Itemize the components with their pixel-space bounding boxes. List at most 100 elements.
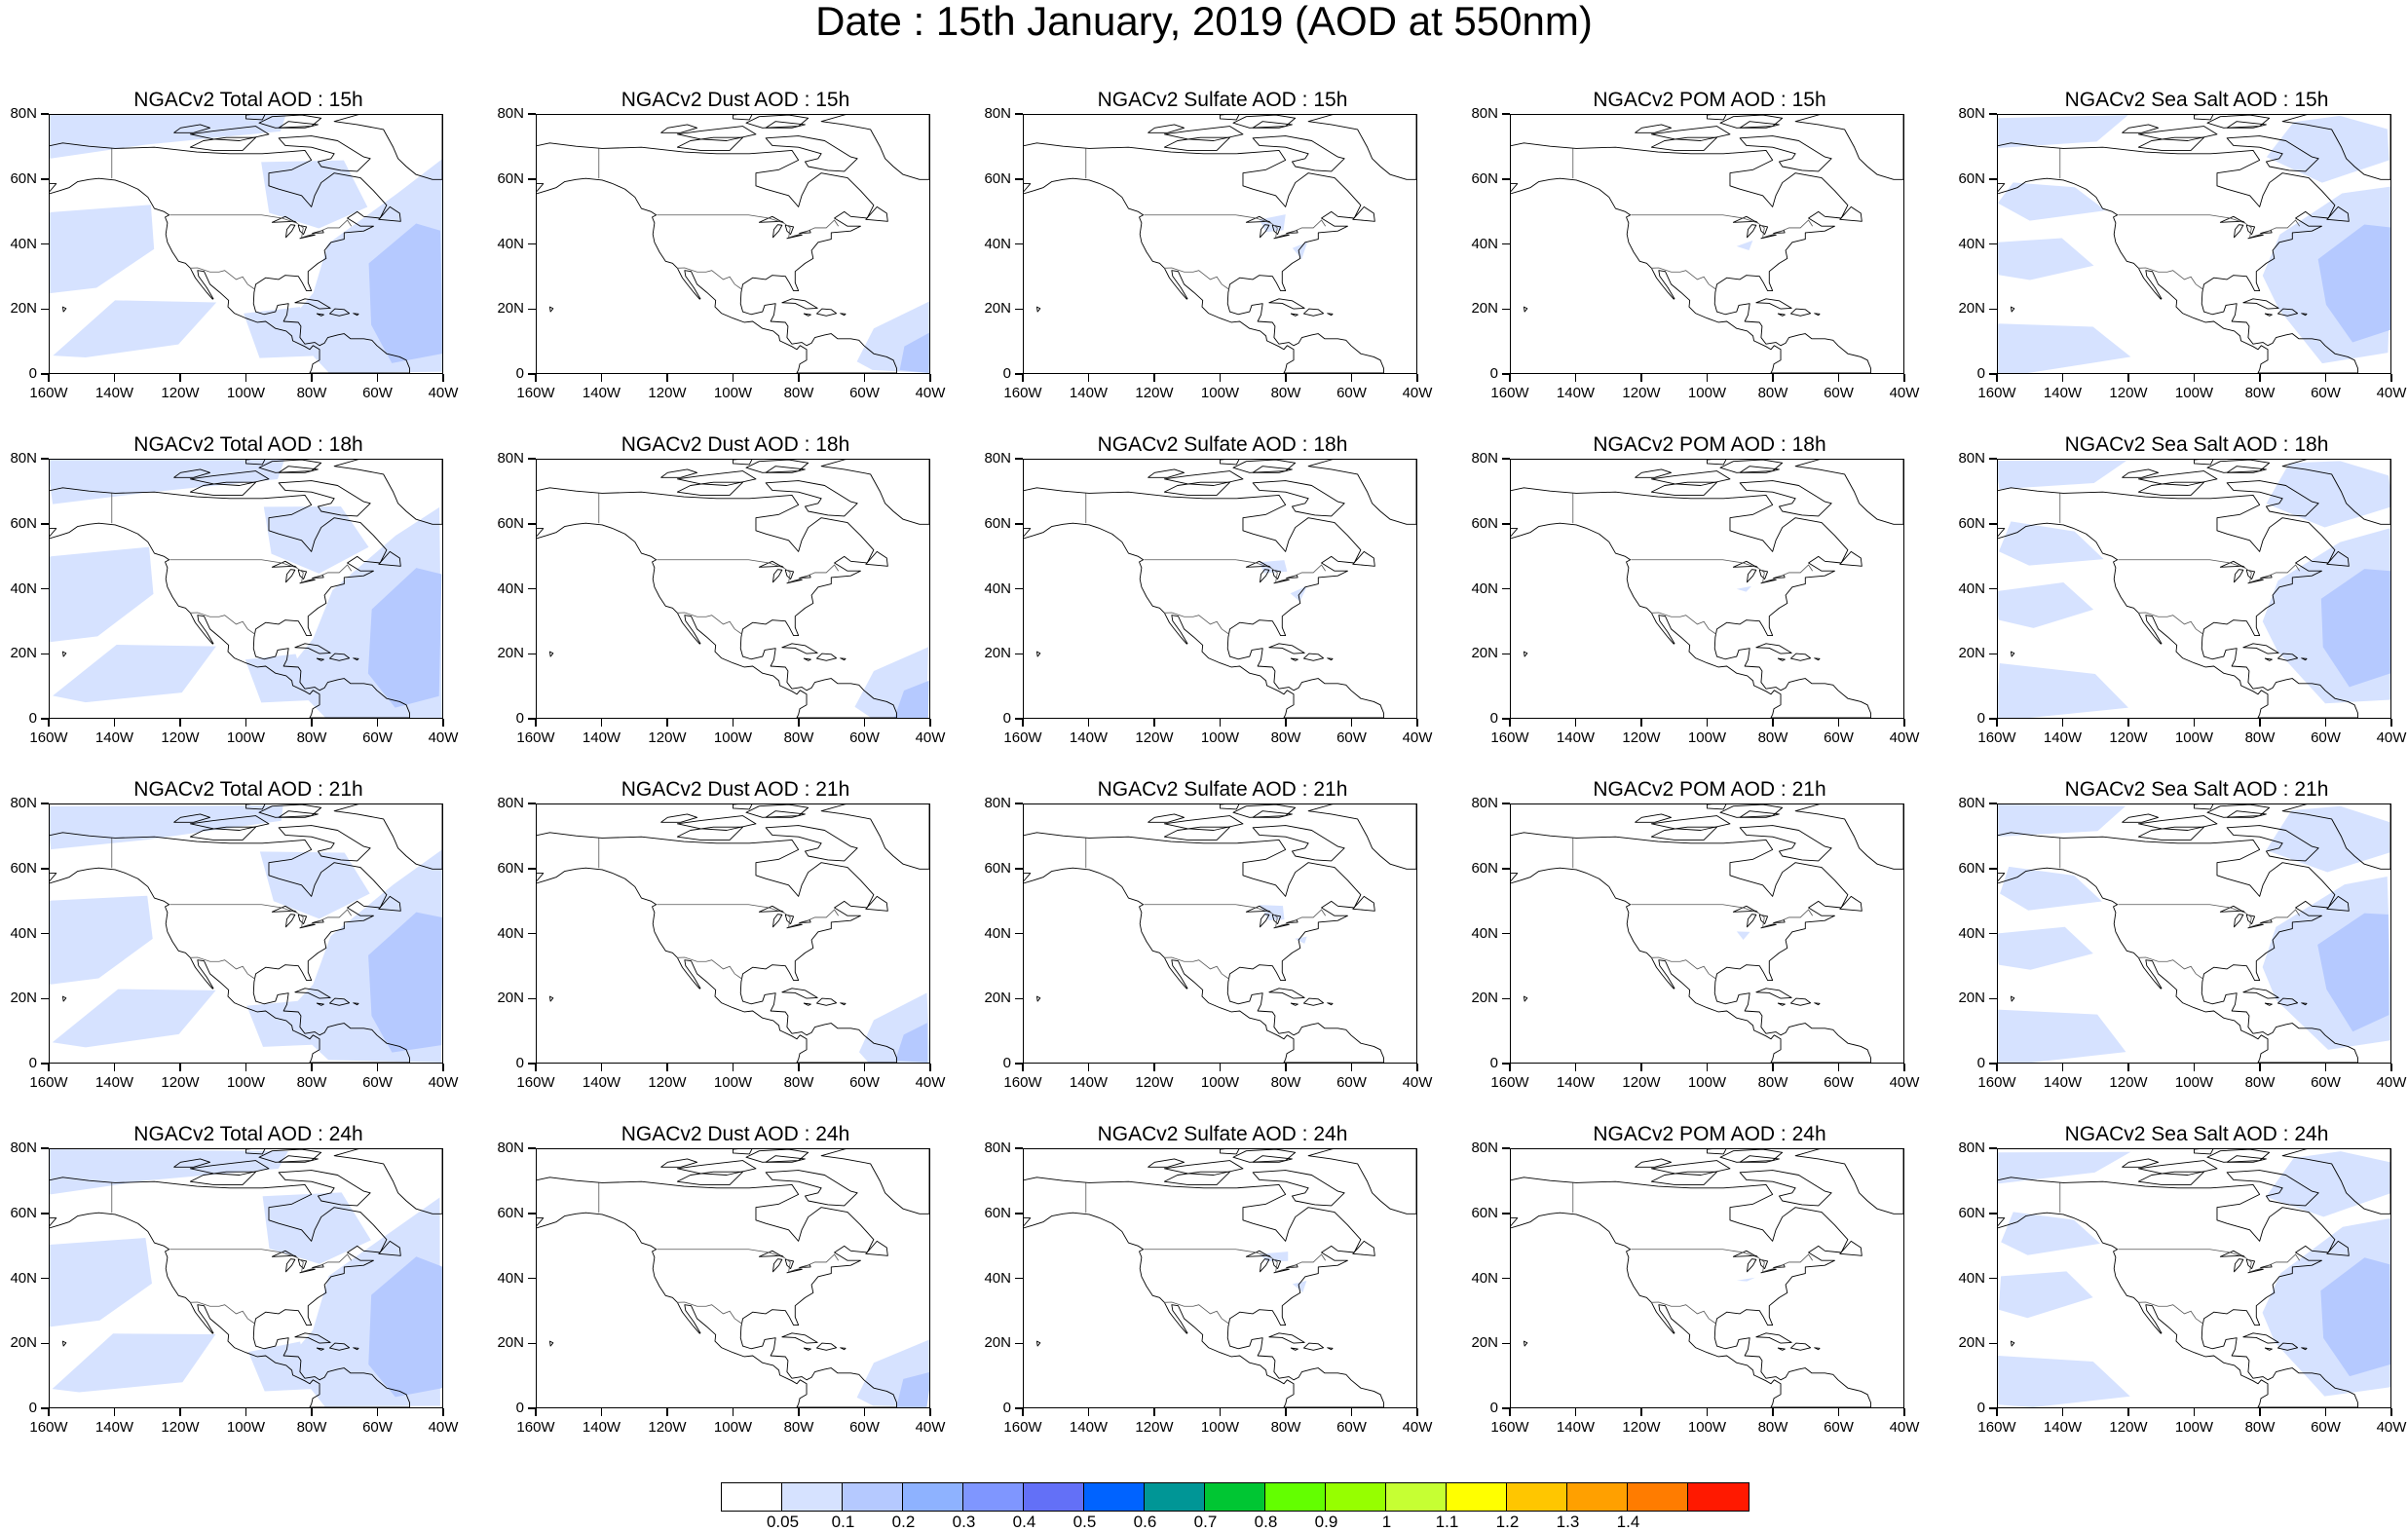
coastline (799, 230, 811, 235)
lat-tick-label: 80N (984, 1140, 1011, 1156)
coastline (2137, 1160, 2218, 1176)
coastline (803, 313, 811, 317)
lon-tick-mark (1022, 719, 1024, 727)
lat-tick-mark (41, 1147, 49, 1149)
lon-tick-label: 80W (2244, 1419, 2276, 1436)
coastline (316, 657, 324, 661)
coastline (2281, 115, 2390, 180)
coastline (2260, 575, 2273, 579)
lat-tick-mark (1502, 308, 1510, 310)
lon-tick-label: 120W (2109, 1074, 2148, 1091)
lon-tick-mark (245, 374, 247, 382)
coastline (2122, 468, 2160, 478)
colorbar-tick-label: 0.05 (766, 1513, 800, 1531)
coastline (2194, 115, 2214, 121)
coastline (1998, 487, 2358, 718)
lat-tick-mark (528, 587, 536, 590)
political-border (1651, 1301, 1717, 1325)
lat-tick-label: 60N (984, 514, 1011, 532)
political-border (190, 956, 256, 980)
lat-tick-label: 40N (984, 579, 1011, 597)
coastline (2264, 1347, 2273, 1351)
lon-tick-mark (732, 374, 734, 382)
lon-tick-mark (2193, 1064, 2196, 1071)
political-border (2118, 904, 2300, 928)
lat-tick-mark (528, 243, 536, 245)
coastline (1148, 468, 1185, 478)
lon-tick-mark (1350, 1408, 1353, 1416)
political-border (657, 559, 839, 583)
political-border (677, 612, 743, 635)
lon-tick-mark (929, 1408, 931, 1416)
lon-tick-label: 40W (915, 729, 946, 746)
lat-tick-mark (1502, 178, 1510, 180)
lon-tick-label: 60W (362, 729, 393, 746)
lon-tick-label: 160W (29, 1074, 68, 1091)
lon-tick-mark (179, 719, 181, 727)
map-frame (1510, 459, 1904, 719)
map-canvas (1998, 460, 2390, 718)
lon-tick-mark (2324, 719, 2327, 727)
lon-tick-mark (1087, 1064, 1090, 1071)
lon-tick-label: 60W (1336, 1074, 1367, 1091)
coastline (820, 1149, 929, 1214)
lon-tick-label: 160W (516, 1074, 555, 1091)
coastline (1352, 206, 1375, 222)
coastline (1650, 826, 1717, 841)
coastline (2194, 1149, 2214, 1155)
lon-tick-label: 120W (161, 1419, 200, 1436)
lon-tick-mark (1416, 719, 1418, 727)
map-canvas (1998, 1149, 2390, 1407)
lon-tick-label: 140W (582, 385, 621, 401)
coastline (1307, 804, 1416, 870)
lat-tick-label: 40N (497, 924, 524, 942)
panel-title: NGACv2 Dust AOD : 24h (621, 1123, 850, 1145)
colorbar-swatch (1326, 1483, 1386, 1511)
coastline (297, 1258, 308, 1270)
aod-shading (244, 307, 314, 358)
lat-tick-label: 40N (497, 1269, 524, 1287)
coastline (1220, 115, 1240, 121)
lon-tick-mark (2127, 1064, 2129, 1071)
lat-tick-mark (528, 458, 536, 460)
lat-tick-label: 60N (1471, 514, 1498, 532)
coastline (1307, 1149, 1416, 1214)
lon-tick-mark (666, 719, 668, 727)
lon-tick-mark (798, 719, 800, 727)
lat-tick-mark (1989, 1407, 1997, 1409)
colorbar-tick-label: 1.3 (1556, 1513, 1580, 1531)
lon-tick-mark (48, 1064, 50, 1071)
lon-tick-label: 160W (1003, 729, 1042, 746)
coastline (1260, 569, 1270, 583)
lat-tick-mark (41, 113, 49, 115)
coastline (294, 988, 331, 999)
lon-tick-mark (113, 374, 116, 382)
lat-tick-label: 20N (497, 645, 524, 662)
lat-tick-label: 60N (1958, 169, 1985, 187)
coastline (2194, 460, 2214, 466)
lon-tick-label: 120W (1135, 1419, 1174, 1436)
lat-tick-label: 20N (1471, 1334, 1498, 1352)
coastline (1790, 653, 1812, 661)
lon-tick-mark (2324, 374, 2327, 382)
lon-tick-label: 120W (161, 729, 200, 746)
lat-tick-label: 60N (1471, 169, 1498, 187)
coastline (1998, 1177, 2358, 1407)
lon-tick-label: 80W (1270, 729, 1301, 746)
map-panel-pom: NGACv2 POM AOD : 24h 80N 60N 40N 20N 0 160W 140… (1461, 1122, 1948, 1463)
lat-tick-mark (1989, 803, 1997, 804)
lat-tick-label: 20N (1471, 300, 1498, 318)
coastline (2242, 298, 2279, 310)
aod-shading (368, 912, 442, 1053)
lat-tick-label: 40N (10, 579, 37, 597)
lat-tick-mark (1502, 1277, 1510, 1280)
lon-tick-mark (2324, 1408, 2327, 1416)
colorbar-swatch (1205, 1483, 1265, 1511)
lon-tick-label: 40W (1889, 1419, 1920, 1436)
lon-tick-label: 140W (582, 1074, 621, 1091)
aod-shading (50, 1149, 288, 1195)
lat-tick-mark (41, 803, 49, 804)
lat-tick-mark (41, 653, 49, 654)
lon-tick-label: 60W (849, 1074, 880, 1091)
coastline (1707, 115, 1727, 121)
